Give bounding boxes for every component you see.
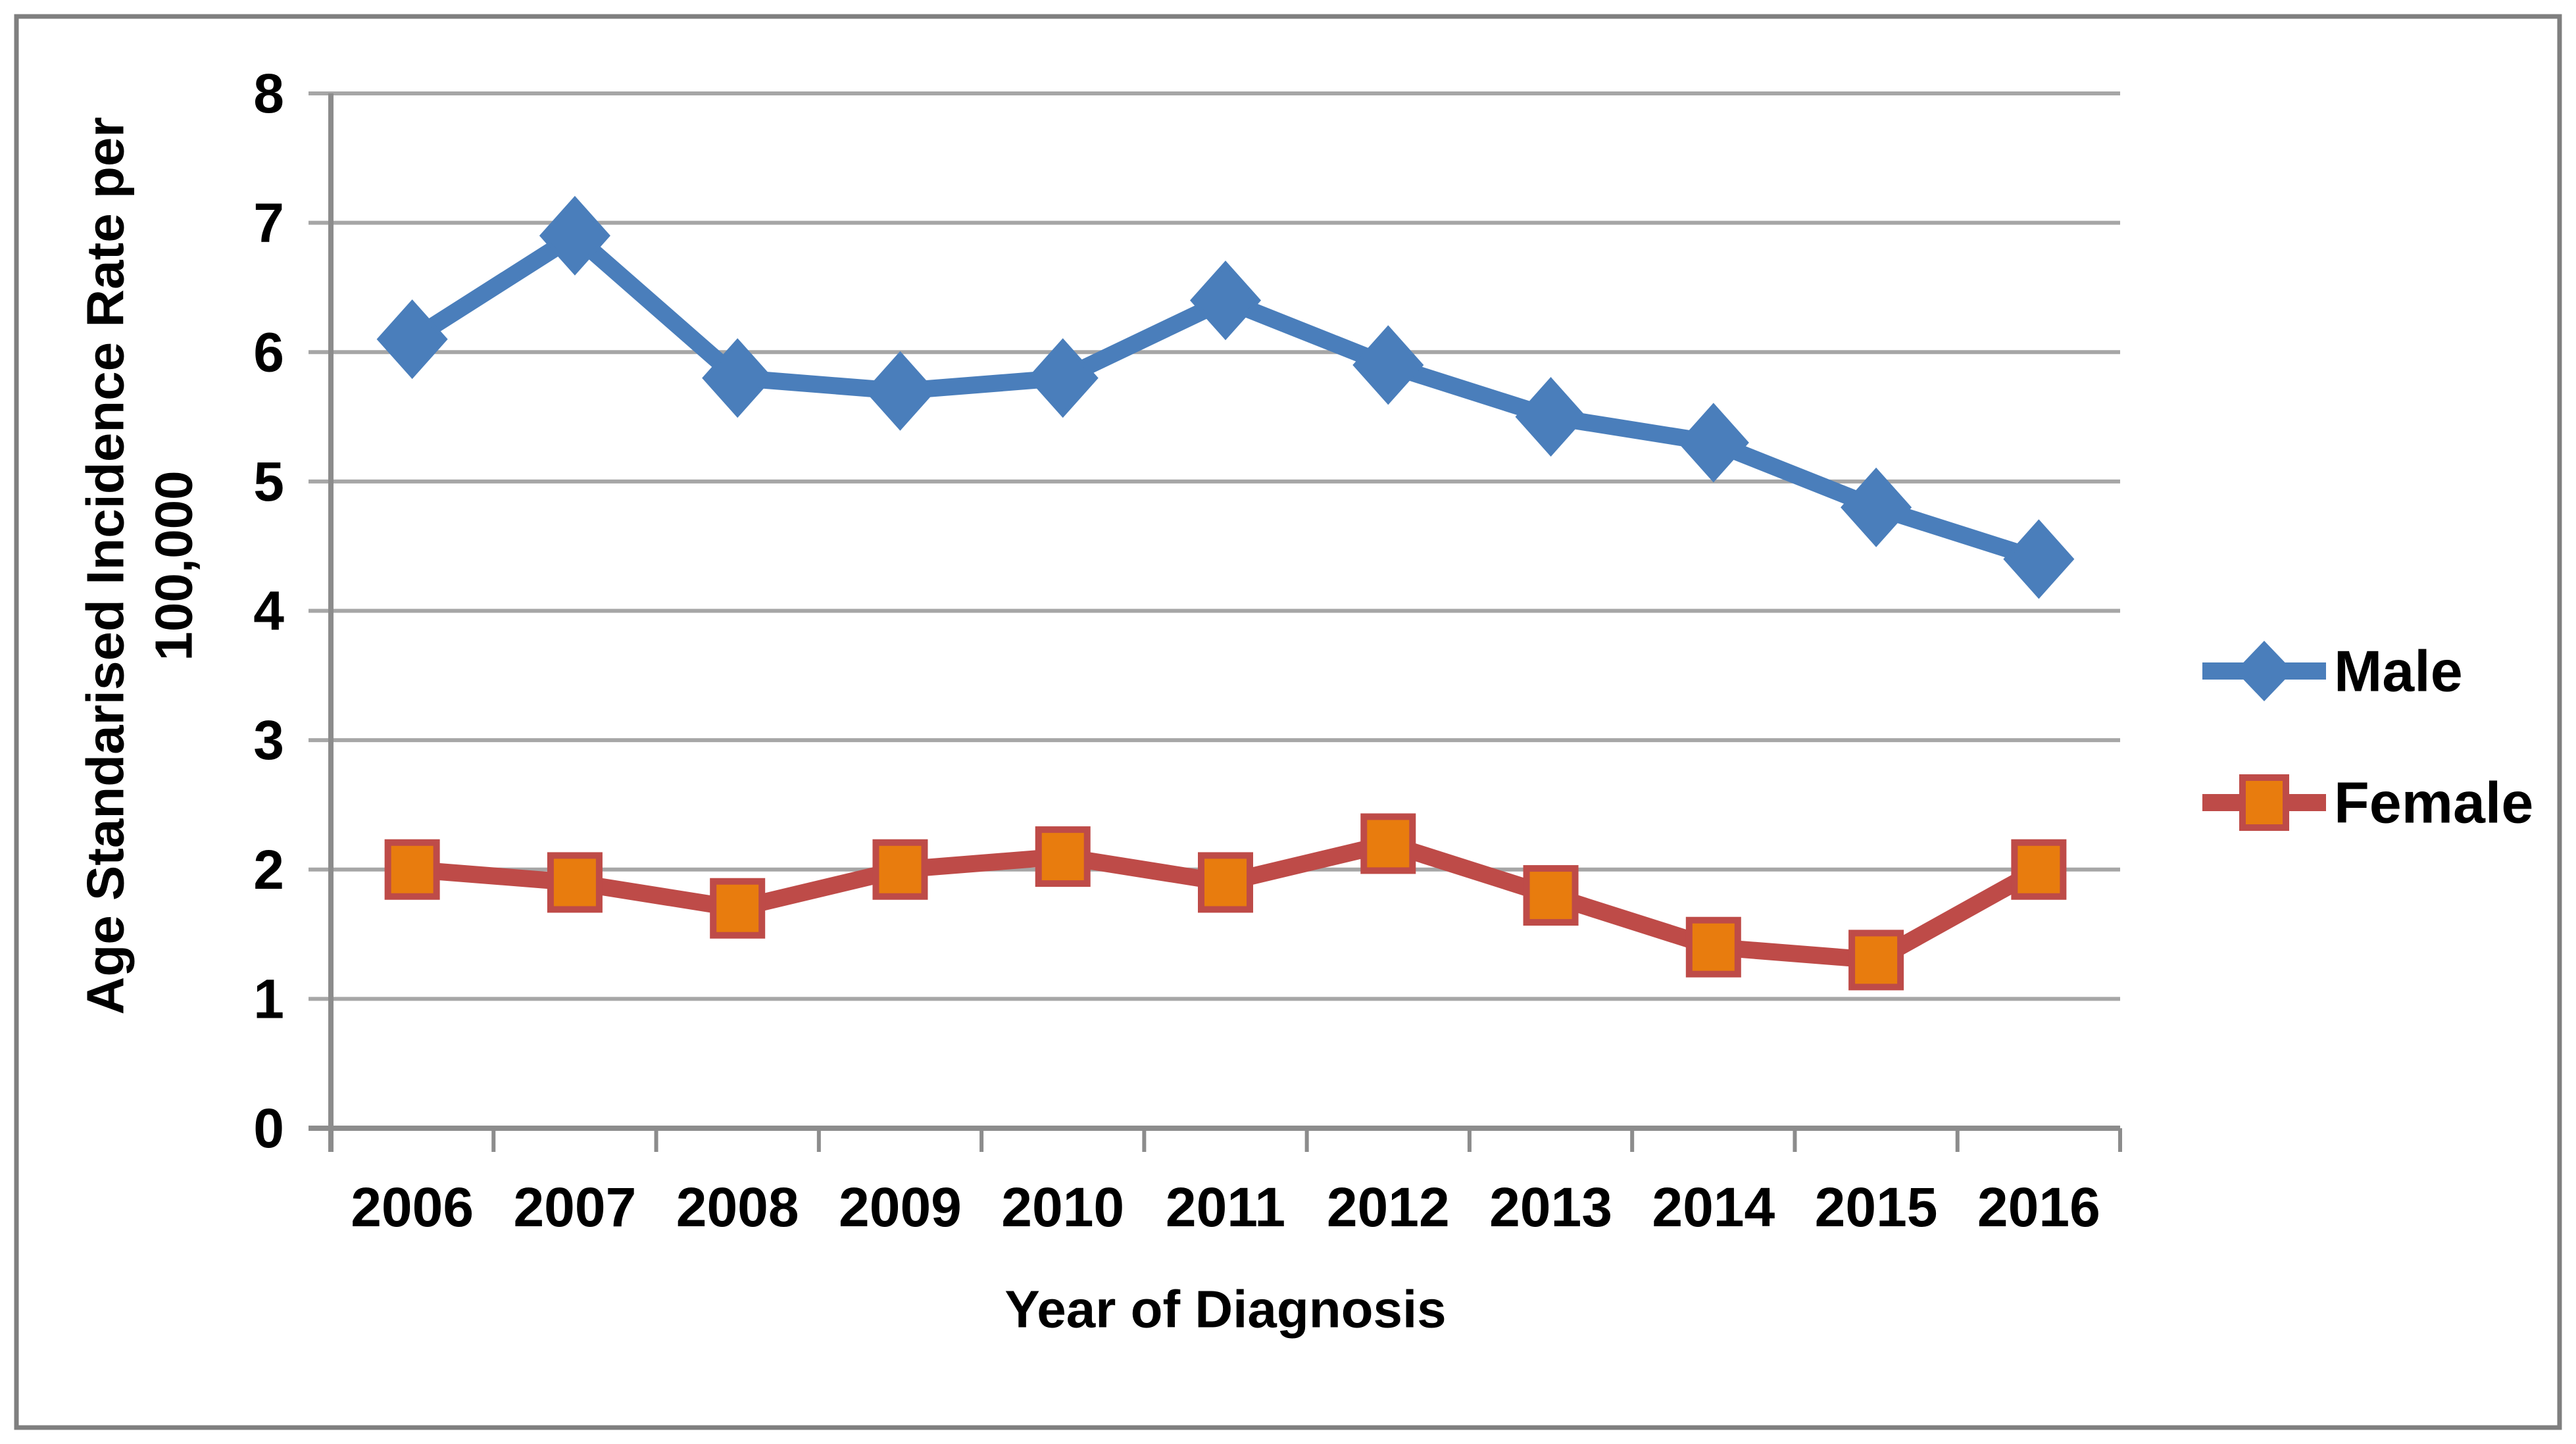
data-point-square	[1685, 916, 1741, 978]
data-point-square	[547, 852, 603, 913]
x-tick-label: 2006	[351, 1176, 474, 1238]
series-female	[384, 813, 2067, 991]
y-tick-label: 4	[253, 580, 284, 642]
legend: Male Female	[2202, 639, 2533, 835]
x-tick-label: 2011	[1166, 1176, 1285, 1238]
y-tick-label: 3	[253, 709, 284, 771]
legend-female-square-marker-icon	[2239, 774, 2289, 831]
y-tick-label: 2	[253, 839, 284, 901]
data-point-square	[2011, 839, 2067, 900]
series-lines	[376, 195, 2075, 991]
legend-item-male: Male	[2202, 639, 2463, 704]
x-tick-label: 2013	[1489, 1176, 1612, 1238]
data-point-diamond	[1189, 261, 1262, 341]
y-tick-label: 6	[253, 321, 284, 383]
x-tick-label: 2008	[676, 1176, 799, 1238]
legend-male-diamond-marker-icon	[2235, 641, 2293, 701]
data-point-diamond	[1352, 325, 1424, 405]
y-axis-title-line1: Age Standarised Incidence Rate per	[76, 117, 135, 1015]
x-tick-label: 2009	[839, 1176, 962, 1238]
data-point-square	[1035, 826, 1091, 887]
data-point-diamond	[2003, 519, 2075, 599]
x-tick-label: 2010	[1001, 1176, 1124, 1238]
data-point-square	[384, 839, 440, 900]
data-point-diamond	[864, 351, 936, 431]
x-tick-label: 2015	[1815, 1176, 1938, 1238]
data-point-diamond	[539, 195, 610, 276]
y-tick-label: 7	[253, 192, 284, 254]
x-tick-label: 2012	[1327, 1176, 1450, 1238]
data-point-square	[1198, 852, 1253, 913]
data-point-square	[710, 878, 766, 939]
data-point-diamond	[1515, 377, 1587, 457]
legend-male-label: Male	[2334, 639, 2463, 704]
data-point-square	[1523, 865, 1579, 926]
data-point-diamond	[1677, 403, 1749, 483]
data-point-diamond	[1841, 467, 1912, 547]
data-point-square	[1360, 813, 1416, 874]
axes	[309, 93, 2122, 1152]
y-tick-label: 8	[253, 62, 284, 124]
data-point-diamond	[702, 338, 774, 418]
y-tick-label: 1	[253, 968, 284, 1030]
legend-female-label: Female	[2334, 770, 2533, 835]
data-point-diamond	[1027, 338, 1099, 418]
x-axis-tick-labels: 2006 2007 2008 2009 2010 2011 2012 2013 2014 2015…	[351, 1176, 2100, 1238]
data-point-diamond	[376, 299, 448, 380]
legend-item-female: Female	[2202, 770, 2533, 835]
series-male	[376, 195, 2075, 599]
x-axis-title: Year of Diagnosis	[1004, 1280, 1446, 1339]
y-tick-label: 5	[253, 451, 284, 512]
x-tick-label: 2014	[1652, 1176, 1775, 1238]
x-tick-label: 2007	[513, 1176, 636, 1238]
data-point-square	[1848, 930, 1904, 991]
chart-border	[14, 14, 2562, 1430]
y-tick-label: 0	[253, 1097, 284, 1159]
y-axis-tick-labels: 0 1 2 3 4 5 6 7 8	[253, 62, 284, 1159]
data-point-square	[872, 839, 928, 900]
y-axis-title-line2: 100,000	[145, 470, 203, 660]
x-tick-label: 2016	[1977, 1176, 2100, 1238]
